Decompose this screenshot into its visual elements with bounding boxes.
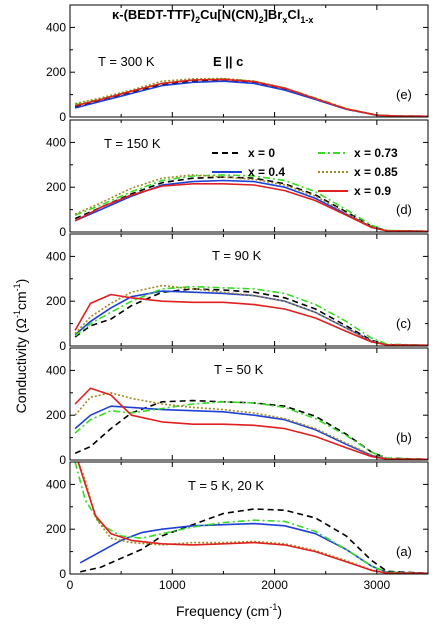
x-axis-title: Frequency (cm-1) — [176, 602, 282, 619]
y-tick-label: 200 — [46, 180, 66, 194]
y-tick-label: 200 — [46, 408, 66, 422]
x-tick-label: 1000 — [159, 578, 186, 592]
series-line-x-0-4 — [74, 80, 428, 117]
series-line-x-0-9 — [74, 78, 428, 117]
panel-e: 0 200 400 T = 300 K (e) — [46, 4, 429, 124]
legend: x = 0 x = 0.4 x = 0.73 x = 0.85 x = 0.9 — [212, 146, 398, 198]
series-line-x-0-9 — [74, 293, 428, 346]
temperature-label: T = 50 K — [214, 362, 264, 377]
panel-frame — [69, 119, 429, 233]
legend-label: x = 0.9 — [354, 184, 391, 198]
temperature-label: T = 90 K — [212, 248, 262, 263]
chart-title: κ-(BEDT-TTF)2Cu[N(CN)2]BrxCl1-x — [112, 7, 313, 25]
series-line-x-0-4 — [74, 405, 428, 460]
panel-letter: (d) — [396, 202, 412, 217]
series-line-x-0-85 — [74, 174, 428, 232]
series-line-x-0 — [74, 288, 428, 346]
x-tick-label: 3000 — [364, 578, 391, 592]
series-line-x-0-73 — [74, 78, 428, 117]
series-line-x-0-9 — [77, 462, 428, 574]
legend-label: x = 0.85 — [354, 165, 398, 179]
panel-letter: (b) — [396, 430, 412, 445]
legend-label: x = 0.73 — [354, 146, 398, 160]
legend-label: x = 0.4 — [248, 165, 285, 179]
y-tick-label: 200 — [46, 65, 66, 79]
y-tick-label: 200 — [46, 522, 66, 536]
panel-a: 0 200 400 T = 5 K, 20 K (a) — [46, 461, 429, 581]
panel-frame — [69, 347, 429, 461]
series-line-x-0-4 — [74, 290, 428, 346]
x-tick-label: 0 — [67, 578, 74, 592]
series-line-x-0-4 — [79, 522, 428, 574]
panels-group: 0 200 400 T = 300 K (e) 0 200 400 T = 150 K (d) 0 2… — [46, 4, 429, 592]
panel-letter: (a) — [396, 544, 412, 559]
legend-label: x = 0 — [248, 146, 275, 160]
series-line-x-0-73 — [74, 174, 428, 232]
y-tick-label: 0 — [59, 339, 66, 353]
y-axis-title: Conductivity (Ω-1cm-1) — [12, 279, 29, 414]
series-line-x-0-85 — [74, 284, 428, 346]
panel-d: 0 200 400 T = 150 K (d) — [46, 119, 429, 239]
temperature-label: T = 5 K, 20 K — [188, 478, 264, 493]
y-tick-label: 400 — [46, 249, 66, 263]
y-tick-label: 200 — [46, 294, 66, 308]
series-line-x-0-85 — [74, 77, 428, 117]
panel-frame — [69, 4, 429, 118]
panel-b: 0 200 400 T = 50 K (b) — [46, 347, 429, 467]
series-line-x-0-73 — [74, 400, 428, 460]
series-line-x-0 — [80, 508, 428, 574]
series-line-x-0-73 — [74, 462, 428, 574]
y-tick-label: 0 — [59, 567, 66, 581]
panel-frame — [69, 461, 429, 575]
panel-letter: (c) — [396, 316, 411, 331]
panel-letter: (e) — [396, 87, 412, 102]
y-tick-label: 400 — [46, 135, 66, 149]
y-tick-label: 0 — [59, 110, 66, 124]
series-line-x-0 — [74, 399, 428, 460]
series-line-x-0-9 — [74, 183, 428, 232]
series-line-x-0 — [74, 79, 428, 117]
series-line-x-0-9 — [74, 387, 428, 460]
temperature-label: T = 150 K — [104, 136, 161, 151]
temperature-label: T = 300 K — [98, 54, 155, 69]
series-line-x-0-73 — [74, 285, 428, 346]
panel-c: 0 200 400 T = 90 K (c) — [46, 233, 429, 353]
series-line-x-0-85 — [74, 391, 428, 460]
y-tick-label: 0 — [59, 225, 66, 239]
y-tick-label: 400 — [46, 20, 66, 34]
y-tick-label: 400 — [46, 477, 66, 491]
y-tick-label: 0 — [59, 453, 66, 467]
y-tick-label: 400 — [46, 363, 66, 377]
chart-subtitle: E || c — [213, 54, 243, 69]
x-tick-label: 2000 — [261, 578, 288, 592]
panel-frame — [69, 233, 429, 347]
